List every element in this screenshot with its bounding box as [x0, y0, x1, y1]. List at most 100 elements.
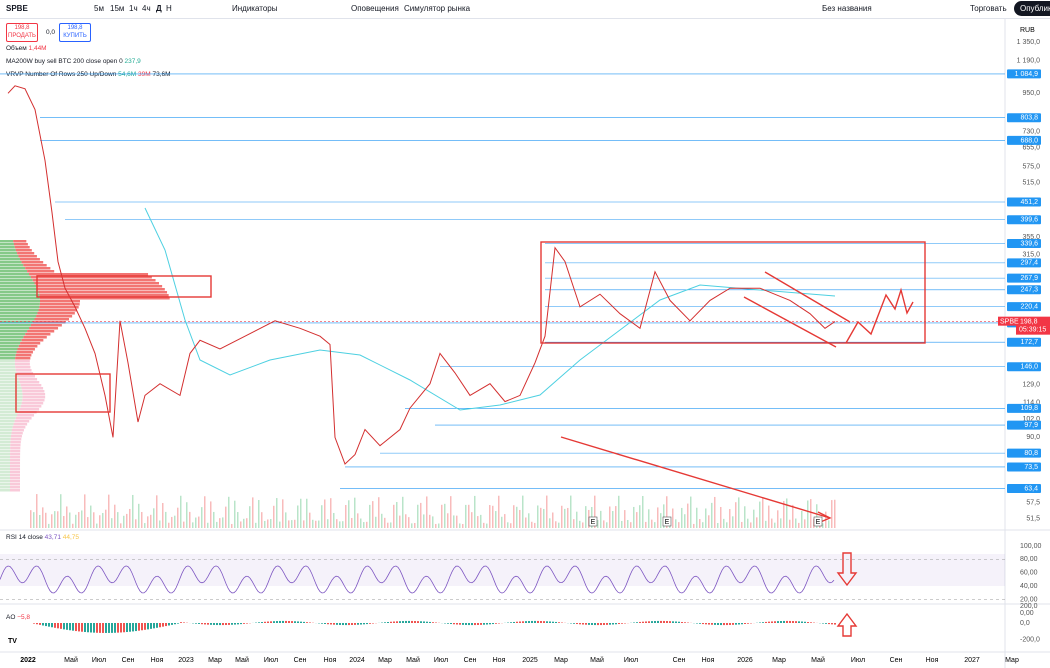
- ao-bar: [117, 623, 119, 633]
- volume-bar: [765, 520, 767, 528]
- alerts-button[interactable]: Оповещения: [351, 4, 399, 13]
- ao-histogram: [33, 620, 836, 633]
- ao-bar: [417, 621, 419, 623]
- symbol[interactable]: SPBE: [6, 4, 28, 13]
- interval[interactable]: 5м: [94, 4, 104, 13]
- ao-tick-label: 200,0: [1020, 603, 1038, 610]
- volume-bar: [195, 517, 197, 528]
- level-label: 339,6: [1020, 240, 1038, 247]
- volume-bar: [177, 507, 179, 528]
- profile-up: [0, 423, 14, 426]
- volume-bar: [153, 508, 155, 528]
- ao-bar: [198, 623, 200, 624]
- trend-line: [764, 271, 851, 323]
- ao-bar: [171, 623, 173, 625]
- volume-bar: [396, 501, 398, 528]
- profile-down: [10, 444, 21, 447]
- ao-bar: [48, 623, 50, 627]
- profile-up: [0, 414, 18, 417]
- ao-bar: [588, 623, 590, 625]
- volume-bar: [447, 513, 449, 528]
- interval[interactable]: 1ч: [129, 4, 138, 13]
- volume-bar: [51, 514, 53, 528]
- volume-bar: [207, 522, 209, 528]
- axes: RUB 1 350,0 1 190,0 950,0 730,0 655,0 575,0 515…: [0, 27, 1050, 664]
- volume-bar: [183, 521, 185, 528]
- volume-bar: [426, 496, 428, 528]
- volume-bar: [84, 494, 86, 528]
- level-label: 247,3: [1020, 287, 1038, 294]
- profile-down: [10, 462, 21, 465]
- sell-button[interactable]: 198,8 ПРОДАТЬ: [6, 23, 38, 42]
- volume-bar: [480, 514, 482, 528]
- profile-up: [0, 294, 40, 297]
- level-tag: [1007, 448, 1041, 458]
- volume-bar: [714, 496, 716, 528]
- volume-bar: [459, 523, 461, 528]
- ao-bar: [468, 623, 470, 626]
- volume-bar: [39, 514, 41, 528]
- ao-bar: [279, 620, 281, 623]
- volume-bar: [531, 521, 533, 528]
- profile-down: [18, 378, 38, 381]
- volume-bar: [225, 506, 227, 528]
- level-tag: [1007, 302, 1041, 312]
- ao-bar: [87, 623, 89, 633]
- interval[interactable]: Н: [166, 4, 172, 13]
- volume-bar: [684, 514, 686, 528]
- publish-button[interactable]: Опублико: [1014, 1, 1050, 16]
- profile-up: [0, 477, 11, 480]
- ao-bar: [591, 623, 593, 625]
- y-tick-label: 1 350,0: [1017, 39, 1040, 46]
- interval[interactable]: 4ч: [142, 4, 151, 13]
- box: [540, 241, 926, 344]
- indicators-button[interactable]: Индикаторы: [232, 4, 278, 13]
- rsi-tick-label: 60,00: [1020, 570, 1038, 577]
- volume-bar: [549, 518, 551, 528]
- level-label: 803,8: [1020, 115, 1038, 122]
- volume-bar: [618, 495, 620, 528]
- ao-bar: [594, 623, 596, 626]
- legend-title: AO: [6, 614, 16, 621]
- trade-button[interactable]: Торговать: [970, 4, 1007, 13]
- volume-bar: [828, 520, 830, 528]
- ao-bar: [552, 621, 554, 623]
- x-tick-label: Ноя: [926, 657, 939, 664]
- y-tick-label: 102,0: [1022, 416, 1040, 423]
- drawings: [15, 241, 926, 637]
- ao-bar: [429, 621, 431, 623]
- interval[interactable]: Д: [156, 4, 162, 13]
- ao-bar: [543, 621, 545, 623]
- layout-name[interactable]: Без названия: [822, 4, 872, 13]
- volume-bar: [33, 512, 35, 528]
- volume-bar: [762, 497, 764, 528]
- profile-down: [39, 303, 80, 306]
- volume-bar: [444, 503, 446, 528]
- profile-up: [0, 300, 41, 303]
- level-label: 80,8: [1024, 450, 1038, 457]
- ao-bar: [159, 623, 161, 628]
- volume-bar: [423, 514, 425, 528]
- volume-bar: [63, 516, 65, 528]
- interval[interactable]: 15м: [110, 4, 125, 13]
- ao-bar: [261, 622, 263, 623]
- profile-down: [15, 249, 32, 252]
- ao-bar: [759, 622, 761, 623]
- y-tick-label: 950,0: [1022, 90, 1040, 97]
- ao-bar: [243, 623, 245, 624]
- x-tick-label: 2027: [964, 657, 980, 664]
- ao-bar: [648, 621, 650, 623]
- volume-bar: [675, 519, 677, 528]
- ao-bar: [138, 623, 140, 631]
- ao-bar: [105, 623, 107, 633]
- replay-button[interactable]: Симулятор рынка: [404, 4, 471, 13]
- buy-button[interactable]: 198,8 КУПИТЬ: [59, 23, 91, 42]
- profile-up: [0, 426, 13, 429]
- profile-up: [0, 420, 15, 423]
- level-label: 97,9: [1024, 422, 1038, 429]
- profile-down: [38, 291, 168, 294]
- volume-bar: [483, 522, 485, 528]
- ao-bar: [219, 623, 221, 626]
- trend-line: [743, 296, 837, 348]
- profile-up: [0, 396, 23, 399]
